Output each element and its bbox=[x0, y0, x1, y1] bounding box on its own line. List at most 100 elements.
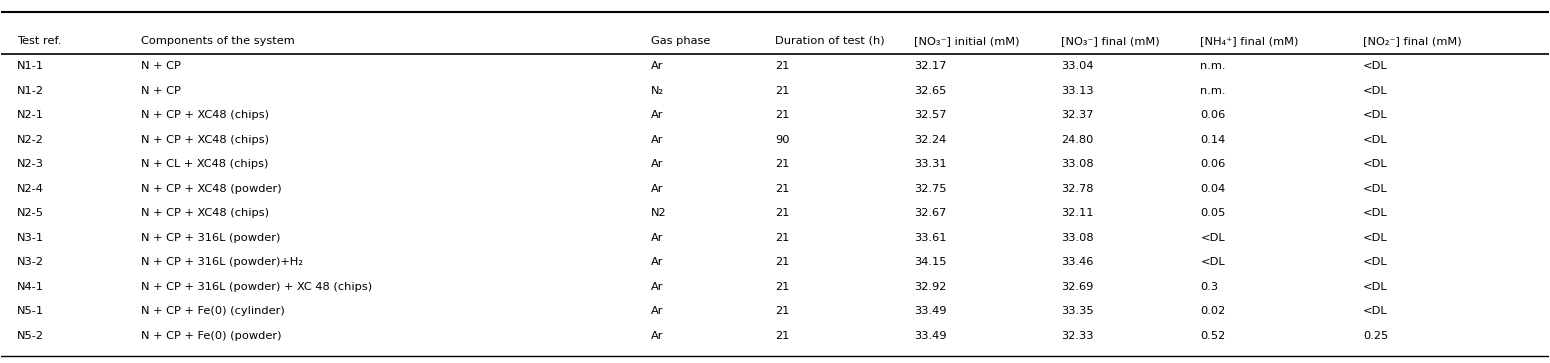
Text: N1-1: N1-1 bbox=[17, 61, 43, 71]
Text: Ar: Ar bbox=[651, 110, 663, 120]
Text: 33.13: 33.13 bbox=[1062, 86, 1094, 96]
Text: <DL: <DL bbox=[1362, 306, 1387, 316]
Text: 21: 21 bbox=[775, 257, 789, 267]
Text: N2-5: N2-5 bbox=[17, 208, 43, 218]
Text: N + CP + 316L (powder) + XC 48 (chips): N + CP + 316L (powder) + XC 48 (chips) bbox=[141, 282, 372, 292]
Text: 32.65: 32.65 bbox=[914, 86, 947, 96]
Text: 0.06: 0.06 bbox=[1201, 110, 1226, 120]
Text: 0.02: 0.02 bbox=[1201, 306, 1226, 316]
Text: 32.75: 32.75 bbox=[914, 184, 947, 194]
Text: 21: 21 bbox=[775, 208, 789, 218]
Text: 24.80: 24.80 bbox=[1062, 135, 1094, 145]
Text: 21: 21 bbox=[775, 110, 789, 120]
Text: N₂: N₂ bbox=[651, 86, 665, 96]
Text: N + CP + XC48 (chips): N + CP + XC48 (chips) bbox=[141, 208, 268, 218]
Text: 32.67: 32.67 bbox=[914, 208, 947, 218]
Text: [NO₂⁻] final (mM): [NO₂⁻] final (mM) bbox=[1362, 36, 1462, 46]
Text: N + CP + Fe(0) (powder): N + CP + Fe(0) (powder) bbox=[141, 331, 281, 340]
Text: N2-4: N2-4 bbox=[17, 184, 43, 194]
Text: 21: 21 bbox=[775, 61, 789, 71]
Text: N + CP + XC48 (powder): N + CP + XC48 (powder) bbox=[141, 184, 281, 194]
Text: Ar: Ar bbox=[651, 135, 663, 145]
Text: N + CP + XC48 (chips): N + CP + XC48 (chips) bbox=[141, 135, 268, 145]
Text: N + CP + XC48 (chips): N + CP + XC48 (chips) bbox=[141, 110, 268, 120]
Text: N + CP + 316L (powder): N + CP + 316L (powder) bbox=[141, 233, 281, 243]
Text: Ar: Ar bbox=[651, 184, 663, 194]
Text: 33.35: 33.35 bbox=[1062, 306, 1094, 316]
Text: [NO₃⁻] initial (mM): [NO₃⁻] initial (mM) bbox=[914, 36, 1020, 46]
Text: 32.69: 32.69 bbox=[1062, 282, 1094, 292]
Text: 90: 90 bbox=[775, 135, 789, 145]
Text: 33.08: 33.08 bbox=[1062, 159, 1094, 169]
Text: N2: N2 bbox=[651, 208, 666, 218]
Text: 32.17: 32.17 bbox=[914, 61, 947, 71]
Text: <DL: <DL bbox=[1362, 135, 1387, 145]
Text: <DL: <DL bbox=[1362, 184, 1387, 194]
Text: 21: 21 bbox=[775, 233, 789, 243]
Text: N + CP + 316L (powder)+H₂: N + CP + 316L (powder)+H₂ bbox=[141, 257, 302, 267]
Text: Gas phase: Gas phase bbox=[651, 36, 710, 46]
Text: 32.37: 32.37 bbox=[1062, 110, 1094, 120]
Text: 33.08: 33.08 bbox=[1062, 233, 1094, 243]
Text: 33.49: 33.49 bbox=[914, 331, 947, 340]
Text: 33.31: 33.31 bbox=[914, 159, 947, 169]
Text: 34.15: 34.15 bbox=[914, 257, 947, 267]
Text: N5-1: N5-1 bbox=[17, 306, 43, 316]
Text: [NH₄⁺] final (mM): [NH₄⁺] final (mM) bbox=[1201, 36, 1299, 46]
Text: <DL: <DL bbox=[1362, 257, 1387, 267]
Text: Ar: Ar bbox=[651, 306, 663, 316]
Text: N2-1: N2-1 bbox=[17, 110, 43, 120]
Text: [NO₃⁻] final (mM): [NO₃⁻] final (mM) bbox=[1062, 36, 1159, 46]
Text: 32.57: 32.57 bbox=[914, 110, 947, 120]
Text: 33.04: 33.04 bbox=[1062, 61, 1094, 71]
Text: 32.78: 32.78 bbox=[1062, 184, 1094, 194]
Text: N3-2: N3-2 bbox=[17, 257, 43, 267]
Text: n.m.: n.m. bbox=[1201, 61, 1226, 71]
Text: 0.05: 0.05 bbox=[1201, 208, 1226, 218]
Text: <DL: <DL bbox=[1362, 233, 1387, 243]
Text: Ar: Ar bbox=[651, 159, 663, 169]
Text: Components of the system: Components of the system bbox=[141, 36, 294, 46]
Text: 0.14: 0.14 bbox=[1201, 135, 1226, 145]
Text: Ar: Ar bbox=[651, 257, 663, 267]
Text: N5-2: N5-2 bbox=[17, 331, 43, 340]
Text: <DL: <DL bbox=[1201, 233, 1224, 243]
Text: Ar: Ar bbox=[651, 331, 663, 340]
Text: 32.92: 32.92 bbox=[914, 282, 947, 292]
Text: 21: 21 bbox=[775, 306, 789, 316]
Text: 0.06: 0.06 bbox=[1201, 159, 1226, 169]
Text: N + CP: N + CP bbox=[141, 86, 180, 96]
Text: <DL: <DL bbox=[1362, 208, 1387, 218]
Text: Test ref.: Test ref. bbox=[17, 36, 62, 46]
Text: <DL: <DL bbox=[1362, 282, 1387, 292]
Text: <DL: <DL bbox=[1362, 159, 1387, 169]
Text: N4-1: N4-1 bbox=[17, 282, 43, 292]
Text: <DL: <DL bbox=[1362, 61, 1387, 71]
Text: Duration of test (h): Duration of test (h) bbox=[775, 36, 885, 46]
Text: <DL: <DL bbox=[1201, 257, 1224, 267]
Text: Ar: Ar bbox=[651, 282, 663, 292]
Text: 0.25: 0.25 bbox=[1362, 331, 1389, 340]
Text: 32.33: 32.33 bbox=[1062, 331, 1094, 340]
Text: <DL: <DL bbox=[1362, 110, 1387, 120]
Text: 33.46: 33.46 bbox=[1062, 257, 1094, 267]
Text: N1-2: N1-2 bbox=[17, 86, 43, 96]
Text: <DL: <DL bbox=[1362, 86, 1387, 96]
Text: 0.04: 0.04 bbox=[1201, 184, 1226, 194]
Text: 33.49: 33.49 bbox=[914, 306, 947, 316]
Text: 32.11: 32.11 bbox=[1062, 208, 1094, 218]
Text: N3-1: N3-1 bbox=[17, 233, 43, 243]
Text: 0.52: 0.52 bbox=[1201, 331, 1226, 340]
Text: Ar: Ar bbox=[651, 233, 663, 243]
Text: 32.24: 32.24 bbox=[914, 135, 947, 145]
Text: 0.3: 0.3 bbox=[1201, 282, 1218, 292]
Text: 21: 21 bbox=[775, 86, 789, 96]
Text: Ar: Ar bbox=[651, 61, 663, 71]
Text: N2-2: N2-2 bbox=[17, 135, 43, 145]
Text: N + CP + Fe(0) (cylinder): N + CP + Fe(0) (cylinder) bbox=[141, 306, 284, 316]
Text: n.m.: n.m. bbox=[1201, 86, 1226, 96]
Text: N + CL + XC48 (chips): N + CL + XC48 (chips) bbox=[141, 159, 268, 169]
Text: 21: 21 bbox=[775, 331, 789, 340]
Text: N + CP: N + CP bbox=[141, 61, 180, 71]
Text: 21: 21 bbox=[775, 282, 789, 292]
